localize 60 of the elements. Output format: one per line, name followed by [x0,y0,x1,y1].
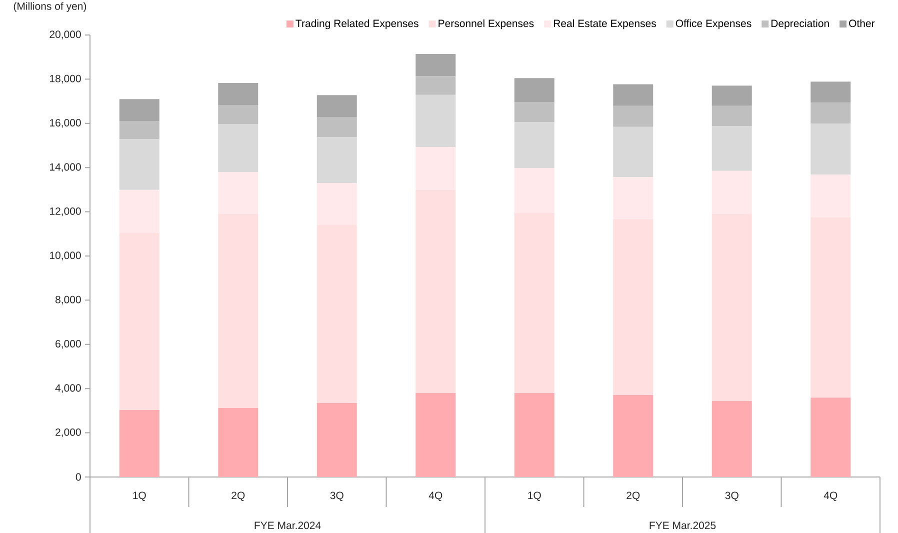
y-tick-label: 4,000 [55,384,81,393]
y-tick-label: 6,000 [56,340,81,349]
bar [810,102,851,124]
bar [119,410,160,477]
bar [119,120,160,140]
bar [613,394,654,477]
x-tick-label: 1Q [528,492,541,501]
bar [613,126,654,178]
bar [712,106,752,126]
legend-label: Real Estate Expenses [554,19,656,30]
y-tick-label: 16,000 [50,119,81,128]
bar [514,393,554,477]
x-tick-label: 4Q [428,492,442,501]
x-tick-label: 3Q [725,492,738,501]
y-tick-label: 0 [76,473,81,481]
bar [416,393,456,477]
bar [316,137,357,184]
x-tick-label: 3Q [330,492,344,501]
bar [514,78,554,102]
bar [712,400,752,477]
bar [810,82,851,103]
y-tick-label: 2,000 [56,428,81,438]
x-tick-label: 2Q [232,492,245,501]
x-tick-label: 4Q [824,492,838,501]
bar [810,124,851,175]
y-tick-label: 14,000 [50,163,81,172]
bar [613,106,654,127]
y-tick-label: 18,000 [50,74,81,84]
bar [416,54,456,76]
text: FYE Mar.2025 [650,522,716,530]
bar [218,124,258,172]
x-tick-label: 1Q [133,492,146,501]
bar [218,408,258,477]
y-tick-label: 20,000 [50,30,81,40]
bar [416,76,456,95]
y-tick-label: 10,000 [50,252,81,260]
bar [810,398,851,477]
bar [316,95,357,117]
text: FYE Mar.2024 [254,522,321,530]
legend-label: Personnel Expenses [438,19,534,30]
bar [316,402,357,477]
bar [119,139,160,190]
bar [316,116,357,138]
bar [514,102,554,122]
y-axis-title: (Millions of yen) [14,2,86,12]
legend-label: Other [849,19,875,28]
bar [218,105,258,124]
bar [613,84,654,106]
bar [712,126,752,171]
legend-label: Depreciation [771,19,829,30]
bar [712,86,752,106]
bar [514,122,554,168]
legend-label: Office Expenses [676,19,752,30]
bar [218,82,258,106]
y-tick-label: 12,000 [50,207,81,216]
legend-label: Trading Related Expenses [296,19,418,30]
bar [416,94,456,148]
x-tick-label: 2Q [626,492,640,501]
y-tick-label: 8,000 [55,296,81,305]
bar [119,99,160,121]
